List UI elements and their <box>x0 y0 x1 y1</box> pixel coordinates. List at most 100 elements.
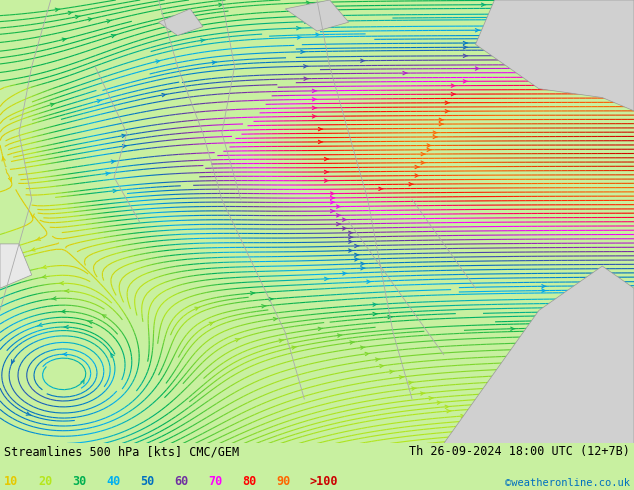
FancyArrowPatch shape <box>337 222 341 226</box>
FancyArrowPatch shape <box>409 381 413 384</box>
FancyArrowPatch shape <box>354 245 359 247</box>
FancyArrowPatch shape <box>469 419 473 422</box>
FancyArrowPatch shape <box>542 289 546 292</box>
FancyArrowPatch shape <box>235 339 240 342</box>
FancyArrowPatch shape <box>390 370 394 373</box>
FancyArrowPatch shape <box>508 432 513 435</box>
FancyArrowPatch shape <box>476 423 480 427</box>
FancyArrowPatch shape <box>313 98 317 101</box>
Polygon shape <box>444 266 634 443</box>
FancyArrowPatch shape <box>209 322 214 325</box>
FancyArrowPatch shape <box>361 346 365 349</box>
FancyArrowPatch shape <box>378 187 383 191</box>
FancyArrowPatch shape <box>566 344 570 348</box>
FancyArrowPatch shape <box>463 46 468 49</box>
FancyArrowPatch shape <box>304 77 308 80</box>
FancyArrowPatch shape <box>445 110 450 113</box>
FancyArrowPatch shape <box>439 118 444 122</box>
FancyArrowPatch shape <box>447 410 451 413</box>
FancyArrowPatch shape <box>433 135 437 139</box>
FancyArrowPatch shape <box>111 354 114 357</box>
FancyArrowPatch shape <box>162 94 167 97</box>
FancyArrowPatch shape <box>65 289 69 293</box>
FancyArrowPatch shape <box>420 392 425 395</box>
FancyArrowPatch shape <box>349 240 353 244</box>
Text: ©weatheronline.co.uk: ©weatheronline.co.uk <box>505 478 630 488</box>
FancyArrowPatch shape <box>337 214 341 217</box>
FancyArrowPatch shape <box>330 209 335 213</box>
Text: Th 26-09-2024 18:00 UTC (12+7B): Th 26-09-2024 18:00 UTC (12+7B) <box>409 445 630 459</box>
Polygon shape <box>0 244 32 288</box>
FancyArrowPatch shape <box>342 227 347 230</box>
FancyArrowPatch shape <box>62 352 67 356</box>
FancyArrowPatch shape <box>306 1 311 4</box>
FancyArrowPatch shape <box>463 41 468 45</box>
FancyArrowPatch shape <box>200 39 205 42</box>
FancyArrowPatch shape <box>61 310 65 313</box>
FancyArrowPatch shape <box>554 310 559 314</box>
FancyArrowPatch shape <box>439 122 444 126</box>
Text: 90: 90 <box>276 475 290 488</box>
FancyArrowPatch shape <box>122 134 126 138</box>
FancyArrowPatch shape <box>26 412 31 415</box>
FancyArrowPatch shape <box>451 84 456 87</box>
FancyArrowPatch shape <box>292 346 297 349</box>
Text: 70: 70 <box>208 475 223 488</box>
FancyArrowPatch shape <box>304 20 309 24</box>
FancyArrowPatch shape <box>262 305 266 308</box>
FancyArrowPatch shape <box>330 200 335 204</box>
FancyArrowPatch shape <box>2 157 5 161</box>
FancyArrowPatch shape <box>373 313 377 316</box>
FancyArrowPatch shape <box>463 80 468 83</box>
FancyArrowPatch shape <box>411 387 417 390</box>
FancyArrowPatch shape <box>156 60 160 63</box>
FancyArrowPatch shape <box>52 297 56 300</box>
FancyArrowPatch shape <box>330 192 335 195</box>
FancyArrowPatch shape <box>106 172 110 175</box>
FancyArrowPatch shape <box>250 292 255 295</box>
FancyArrowPatch shape <box>476 67 480 70</box>
FancyArrowPatch shape <box>399 376 404 379</box>
FancyArrowPatch shape <box>481 3 486 6</box>
FancyArrowPatch shape <box>122 145 127 148</box>
FancyArrowPatch shape <box>297 36 302 39</box>
FancyArrowPatch shape <box>313 115 317 118</box>
FancyArrowPatch shape <box>342 272 347 275</box>
FancyArrowPatch shape <box>421 152 425 156</box>
FancyArrowPatch shape <box>103 315 107 318</box>
FancyArrowPatch shape <box>373 303 377 306</box>
FancyArrowPatch shape <box>342 218 347 221</box>
FancyArrowPatch shape <box>500 37 504 40</box>
FancyArrowPatch shape <box>527 435 532 439</box>
FancyArrowPatch shape <box>461 415 465 418</box>
FancyArrowPatch shape <box>11 360 15 363</box>
FancyArrowPatch shape <box>304 65 308 68</box>
FancyArrowPatch shape <box>212 61 217 64</box>
Polygon shape <box>285 0 349 31</box>
FancyArrowPatch shape <box>354 253 359 257</box>
FancyArrowPatch shape <box>195 307 200 310</box>
FancyArrowPatch shape <box>301 50 305 53</box>
FancyArrowPatch shape <box>361 262 365 266</box>
Text: 50: 50 <box>140 475 154 488</box>
FancyArrowPatch shape <box>542 285 546 288</box>
FancyArrowPatch shape <box>433 131 437 134</box>
FancyArrowPatch shape <box>415 174 419 177</box>
Polygon shape <box>158 9 203 35</box>
FancyArrowPatch shape <box>55 8 60 11</box>
FancyArrowPatch shape <box>297 26 301 30</box>
FancyArrowPatch shape <box>380 365 384 368</box>
FancyArrowPatch shape <box>87 320 93 324</box>
FancyArrowPatch shape <box>113 189 117 193</box>
FancyArrowPatch shape <box>421 161 425 164</box>
FancyArrowPatch shape <box>64 325 68 329</box>
FancyArrowPatch shape <box>427 144 432 147</box>
FancyArrowPatch shape <box>62 38 67 41</box>
FancyArrowPatch shape <box>388 316 392 318</box>
FancyArrowPatch shape <box>437 401 442 404</box>
Text: 10: 10 <box>4 475 18 488</box>
FancyArrowPatch shape <box>219 3 223 6</box>
Polygon shape <box>476 0 634 111</box>
FancyArrowPatch shape <box>349 249 353 252</box>
FancyArrowPatch shape <box>111 160 116 163</box>
